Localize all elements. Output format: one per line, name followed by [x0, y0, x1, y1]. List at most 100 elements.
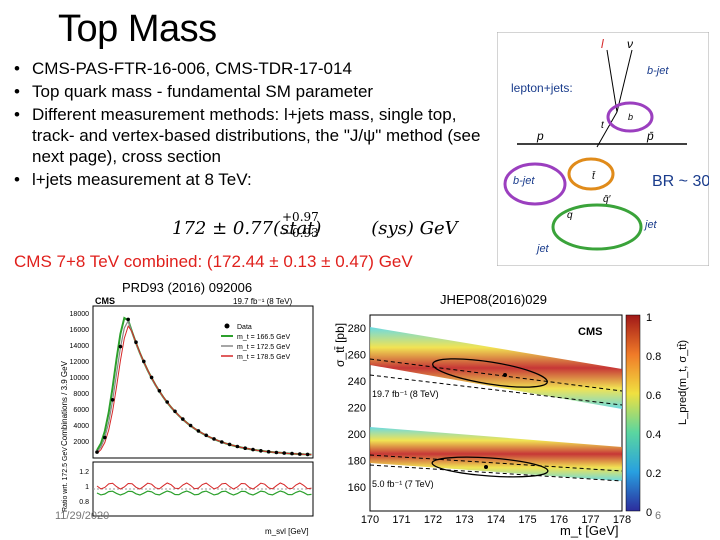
data-point: [220, 440, 224, 444]
ratio-178: [96, 482, 312, 490]
y-tick-label: 18000: [70, 311, 90, 318]
slide-title: Top Mass: [58, 8, 217, 50]
data-point: [142, 359, 146, 364]
x-axis-label: m_svl [GeV]: [265, 527, 309, 536]
data-point: [173, 409, 177, 414]
y-tick-label: 2000: [73, 439, 89, 446]
y-tick-label: 6000: [73, 407, 89, 414]
ratio-tick-label: 1: [85, 484, 89, 491]
reference-right: JHEP08(2016)029: [440, 292, 547, 307]
best-fit-7tev: [484, 465, 488, 469]
sigma-tick-label: 220: [348, 403, 366, 415]
color-scale-tick: 1: [646, 312, 652, 324]
legend-172: m_t = 172.5 GeV: [237, 344, 290, 351]
antitop-label: t̄: [592, 170, 596, 182]
y-tick-label: 14000: [70, 343, 90, 350]
mt-tick-label: 178: [613, 514, 631, 526]
bullet-item: • Top quark mass - fundamental SM paramet…: [14, 82, 374, 101]
bjet-ellipse-bottom: [503, 162, 567, 206]
band-8tev: [370, 327, 622, 409]
cms-label: CMS: [95, 296, 115, 306]
main-frame: [92, 305, 314, 459]
data-point: [298, 452, 302, 456]
y-tick-label: 4000: [73, 423, 89, 430]
antitop-ellipse: [567, 157, 615, 191]
legend-data-marker: [224, 323, 230, 329]
bullet-list: • CMS-PAS-FTR-16-006, CMS-TDR-17-014 • Top…: [14, 58, 484, 192]
data-point: [188, 423, 193, 428]
ratio-axis-label: Ratio wrt. 172.5 GeV: [62, 447, 69, 512]
mt-tick-label: 171: [392, 514, 410, 526]
data-point: [95, 450, 99, 454]
sigma-tick-label: 200: [348, 429, 366, 441]
data-point: [227, 442, 232, 447]
mt-tick-label: 172: [424, 514, 442, 526]
data-point: [126, 317, 130, 322]
likelihood-axis-label: L_pred(m_t, σ_tt̄): [677, 340, 689, 425]
contour-7tev: [431, 456, 549, 478]
bjet-top-label: b-jet: [647, 65, 669, 77]
mt-axis-label: m_t [GeV]: [560, 523, 619, 538]
data-point: [274, 450, 279, 455]
mt-tick-labels: 170 171 172 173 174 175 176 177 178: [361, 514, 631, 526]
proton-label: p: [536, 129, 544, 143]
top-line: [596, 111, 618, 148]
mass-equation: 172 ± 0.77(stat) +0.97 −0.93 (sys) GeV: [172, 210, 458, 240]
mt-tick-label: 170: [361, 514, 379, 526]
q-label: q: [567, 210, 573, 221]
data-point: [305, 452, 310, 457]
bullet-dot-icon: •: [14, 82, 20, 101]
data-point: [118, 344, 123, 349]
bjet-ellipse-top: [606, 101, 654, 133]
neutrino-label: ν: [627, 37, 633, 51]
jet-bottom-label: jet: [535, 243, 550, 255]
legend-166: m_t = 166.5 GeV: [237, 334, 290, 341]
bullet-dot-icon: •: [14, 170, 20, 189]
bullet-item: • Different measurement methods: l+jets m…: [14, 105, 481, 166]
ratio-tick-label: 0.8: [79, 499, 89, 506]
data-point: [235, 444, 240, 449]
y-tick-label: 10000: [70, 375, 90, 382]
sigma-tick-label: 180: [348, 456, 366, 468]
data-point: [290, 451, 294, 456]
y-tick-label: 8000: [73, 391, 89, 398]
slide-number: 6: [655, 510, 662, 522]
data-point: [243, 446, 247, 450]
data-point: [282, 451, 286, 455]
ratio-tick-label: 1.2: [79, 469, 89, 476]
data-point: [110, 398, 115, 402]
sigma-tick-label: 260: [348, 350, 366, 362]
antiproton-label: p̄: [646, 129, 654, 143]
lumi-7tev-label: 5.0 fb⁻¹ (7 TeV): [372, 479, 434, 489]
reference-left: PRD93 (2016) 092006: [122, 280, 253, 295]
data-points: [95, 317, 310, 457]
color-scale-tick: 0.6: [646, 390, 661, 402]
slide-date: 11/29/2020: [55, 510, 110, 522]
qbar-label: q̄′: [603, 194, 612, 205]
sigma-tick-label: 280: [348, 323, 366, 335]
bullet-dot-icon: •: [14, 59, 20, 78]
y-tick-labels: 18000 16000 14000 12000 10000 8000 6000 4000 200…: [70, 311, 90, 446]
legend: Data m_t = 166.5 GeV m_t = 172.5 GeV m_t…: [221, 323, 290, 361]
ratio-tick-labels: 1.2 1 0.8: [79, 469, 89, 506]
color-scale-tick: 0.4: [646, 429, 661, 441]
data-point: [196, 429, 201, 433]
cms-label-right: CMS: [578, 326, 602, 338]
legend-data: Data: [237, 324, 252, 331]
y-tick-label: 16000: [70, 327, 90, 334]
mt-tick-label: 173: [455, 514, 473, 526]
color-scale-tick: 0.2: [646, 468, 661, 480]
data-point: [204, 433, 208, 438]
data-point: [212, 437, 216, 441]
mt-tick-label: 174: [487, 514, 505, 526]
lepton-line: [606, 49, 618, 113]
sigma-axis-label: σ_tt̄ [pb]: [333, 323, 347, 367]
data-point: [103, 435, 107, 440]
data-point: [165, 400, 169, 404]
data-point: [259, 449, 263, 453]
lepton-label: l: [601, 37, 604, 51]
y-tick-label: 12000: [70, 359, 90, 366]
contour-8tev: [432, 358, 548, 388]
likelihood-plot: CMS 19.7 fb⁻¹ (8 TeV) 5.0 fb⁻¹ (7 TeV) σ…: [333, 312, 689, 538]
combined-result: CMS 7+8 TeV combined: (172.44 ± 0.13 ± 0…: [14, 252, 413, 271]
